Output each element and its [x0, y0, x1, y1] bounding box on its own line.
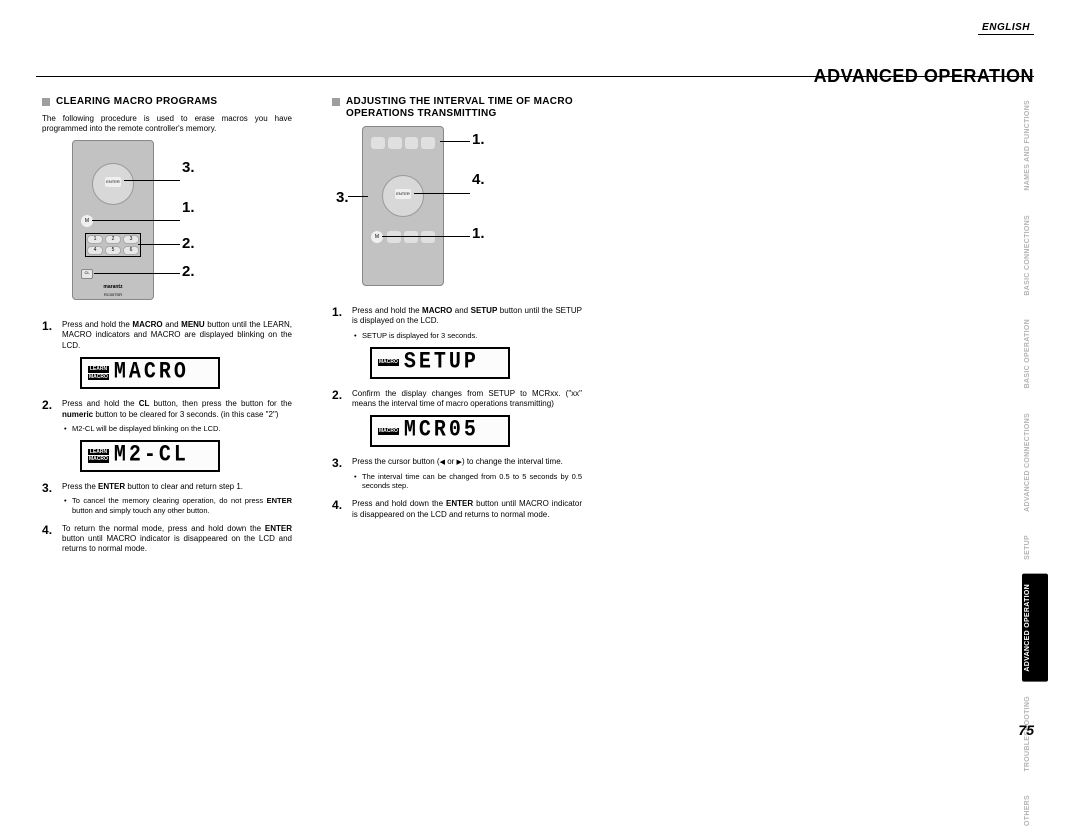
column-adjusting-interval: ADJUSTING THE INTERVAL TIME OF MACRO OPE…	[332, 96, 582, 528]
callout-3: 3.	[182, 158, 195, 178]
step-4: Press and hold down the ENTER button unt…	[332, 499, 582, 520]
macro-button-icon: M	[371, 231, 383, 243]
bullet: SETUP is displayed for 3 seconds.	[352, 331, 582, 341]
step-2: Press and hold the CL button, then press…	[42, 399, 292, 472]
remote-model: RC007SR	[73, 292, 153, 297]
page-number: 75	[1018, 722, 1034, 738]
column-clearing-macro: CLEARING MACRO PROGRAMS The following pr…	[42, 96, 292, 563]
callout-3: 3.	[336, 188, 349, 208]
bottom-row-icon	[387, 231, 435, 243]
step-3: Press the cursor button (◀ or ▶) to chan…	[332, 457, 582, 491]
section2-steps: Press and hold the MACRO and SETUP butto…	[332, 306, 582, 520]
lcd-macro: LEARNMACRO MACRO	[80, 357, 220, 389]
remote-diagram-1: ENTER M 123 456 CL marantz RC007SR 3. 1.…	[42, 140, 292, 310]
enter-button-icon: ENTER	[105, 177, 121, 187]
remote-diagram-2: ENTER M 1. 4. 3. 1.	[332, 126, 582, 296]
lcd-m2cl: LEARNMACRO M2-CL	[80, 440, 220, 472]
macro-button-icon: M	[81, 215, 93, 227]
cl-button-icon: CL	[81, 269, 93, 279]
lcd-setup: MACRO SETUP	[370, 347, 510, 379]
top-row-icon	[371, 137, 435, 149]
page-title: ADVANCED OPERATION	[814, 66, 1034, 87]
lcd-mcr05: MACRO MCR05	[370, 415, 510, 447]
callout-1a: 1.	[472, 130, 485, 150]
step-1: Press and hold the MACRO and MENU button…	[42, 320, 292, 389]
side-tab[interactable]: SETUP	[1022, 525, 1048, 570]
callout-1: 1.	[182, 198, 195, 218]
bullet: The interval time can be changed from 0.…	[352, 472, 582, 492]
callout-2a: 2.	[182, 234, 195, 254]
side-tab[interactable]: OTHERS	[1022, 785, 1048, 836]
step-2: Confirm the display changes from SETUP t…	[332, 389, 582, 448]
section1-title: CLEARING MACRO PROGRAMS	[56, 96, 217, 108]
callout-4: 4.	[472, 170, 485, 190]
callout-2b: 2.	[182, 262, 195, 282]
bullet: M2-CL will be displayed blinking on the …	[62, 424, 292, 434]
side-tab[interactable]: ADVANCED OPERATION	[1022, 574, 1048, 682]
section2-title: ADJUSTING THE INTERVAL TIME OF MACRO OPE…	[346, 96, 582, 120]
numpad-icon: 123 456	[87, 235, 139, 255]
callout-1b: 1.	[472, 224, 485, 244]
side-tab[interactable]: BASIC OPERATION	[1022, 309, 1048, 398]
section-marker-icon	[42, 98, 50, 106]
section-marker-icon	[332, 98, 340, 106]
section1-steps: Press and hold the MACRO and MENU button…	[42, 320, 292, 555]
side-tab[interactable]: ADVANCED CONNECTIONS	[1022, 403, 1048, 522]
enter-button-icon: ENTER	[395, 189, 411, 199]
step-1: Press and hold the MACRO and SETUP butto…	[332, 306, 582, 379]
section1-intro: The following procedure is used to erase…	[42, 114, 292, 134]
step-3: Press the ENTER button to clear and retu…	[42, 482, 292, 516]
side-tab[interactable]: BASIC CONNECTIONS	[1022, 205, 1048, 306]
remote-brand: marantz	[73, 284, 153, 291]
step-4: To return the normal mode, press and hol…	[42, 524, 292, 555]
side-tab[interactable]: NAMES AND FUNCTIONS	[1022, 90, 1048, 201]
bullet: To cancel the memory clearing operation,…	[62, 496, 292, 516]
language-label: ENGLISH	[978, 22, 1034, 35]
